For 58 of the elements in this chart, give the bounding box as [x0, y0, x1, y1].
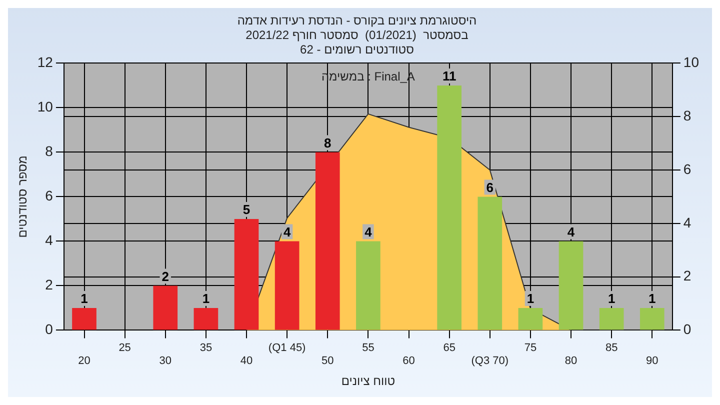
bar: [274, 241, 300, 330]
data-label: 2: [162, 268, 169, 284]
bar: [153, 286, 178, 330]
bar: [315, 152, 340, 330]
x-tick-label: 55: [362, 342, 374, 354]
y-tick-label: 8: [45, 143, 54, 160]
x-tick-label: 30: [159, 355, 172, 368]
y2-tick-label: 4: [683, 214, 692, 230]
data-label: 1: [526, 291, 534, 306]
bar: [194, 308, 218, 330]
bar: [72, 308, 96, 330]
data-label: 1: [80, 291, 88, 306]
bar: [234, 218, 259, 330]
chart-subtitle: בסמסטר (01/2021) סמסטר חורף 2021/22 סטודנטים רשומים - 62: [246, 28, 468, 56]
y2-tick-label: 10: [683, 54, 700, 70]
data-label: 1: [202, 291, 210, 306]
data-label: 1: [648, 291, 656, 306]
data-label: 6: [486, 180, 494, 195]
x-tick-label: 65: [443, 342, 456, 354]
y2-tick-label: 8: [683, 107, 692, 124]
x-tick-label: (Q1 45): [268, 342, 306, 354]
data-label: 4: [364, 224, 373, 240]
x-tick-label: 20: [78, 355, 90, 368]
bar: [599, 308, 624, 330]
x-tick-label: (Q3 70): [471, 355, 509, 368]
y-axis-title: מספר סטודנטים: [16, 156, 30, 238]
y-tick-label: 12: [37, 54, 54, 70]
bar: [558, 241, 584, 330]
y2-tick-label: 0: [683, 321, 692, 338]
y-tick-label: 6: [45, 188, 54, 204]
y2-tick-label: 6: [683, 160, 692, 177]
data-label: 1: [608, 291, 616, 306]
y-tick-label: 0: [45, 321, 54, 338]
y-tick-label: 10: [37, 98, 54, 115]
x-tick-label: 75: [524, 342, 537, 354]
bar: [518, 308, 543, 330]
bar: [478, 196, 502, 330]
x-tick-label: 90: [646, 355, 658, 368]
data-label: 11: [442, 68, 456, 84]
data-label: 8: [324, 135, 332, 150]
x-tick-label: 25: [118, 342, 131, 354]
x-tick-label: 50: [322, 355, 334, 368]
x-tick-label: 35: [200, 342, 212, 354]
data-label: 4: [567, 224, 576, 240]
data-label: 5: [242, 202, 250, 218]
bar: [356, 241, 380, 330]
bar: [640, 308, 664, 330]
chart-title: היסטוגרמת ציונים בקורס - הנדסת רעידות אדמה: [237, 14, 477, 28]
x-tick-label: 40: [240, 355, 253, 368]
y2-tick-label: 2: [683, 268, 692, 284]
x-tick-label: 60: [402, 355, 415, 368]
x-tick-label: 80: [564, 355, 578, 368]
x-axis-title: טווח ציונים: [341, 374, 396, 388]
y-tick-label: 4: [45, 232, 54, 248]
data-label: 4: [283, 224, 292, 240]
x-tick-label: 85: [605, 342, 618, 354]
y-tick-label: 2: [45, 276, 54, 293]
bar: [437, 85, 462, 330]
